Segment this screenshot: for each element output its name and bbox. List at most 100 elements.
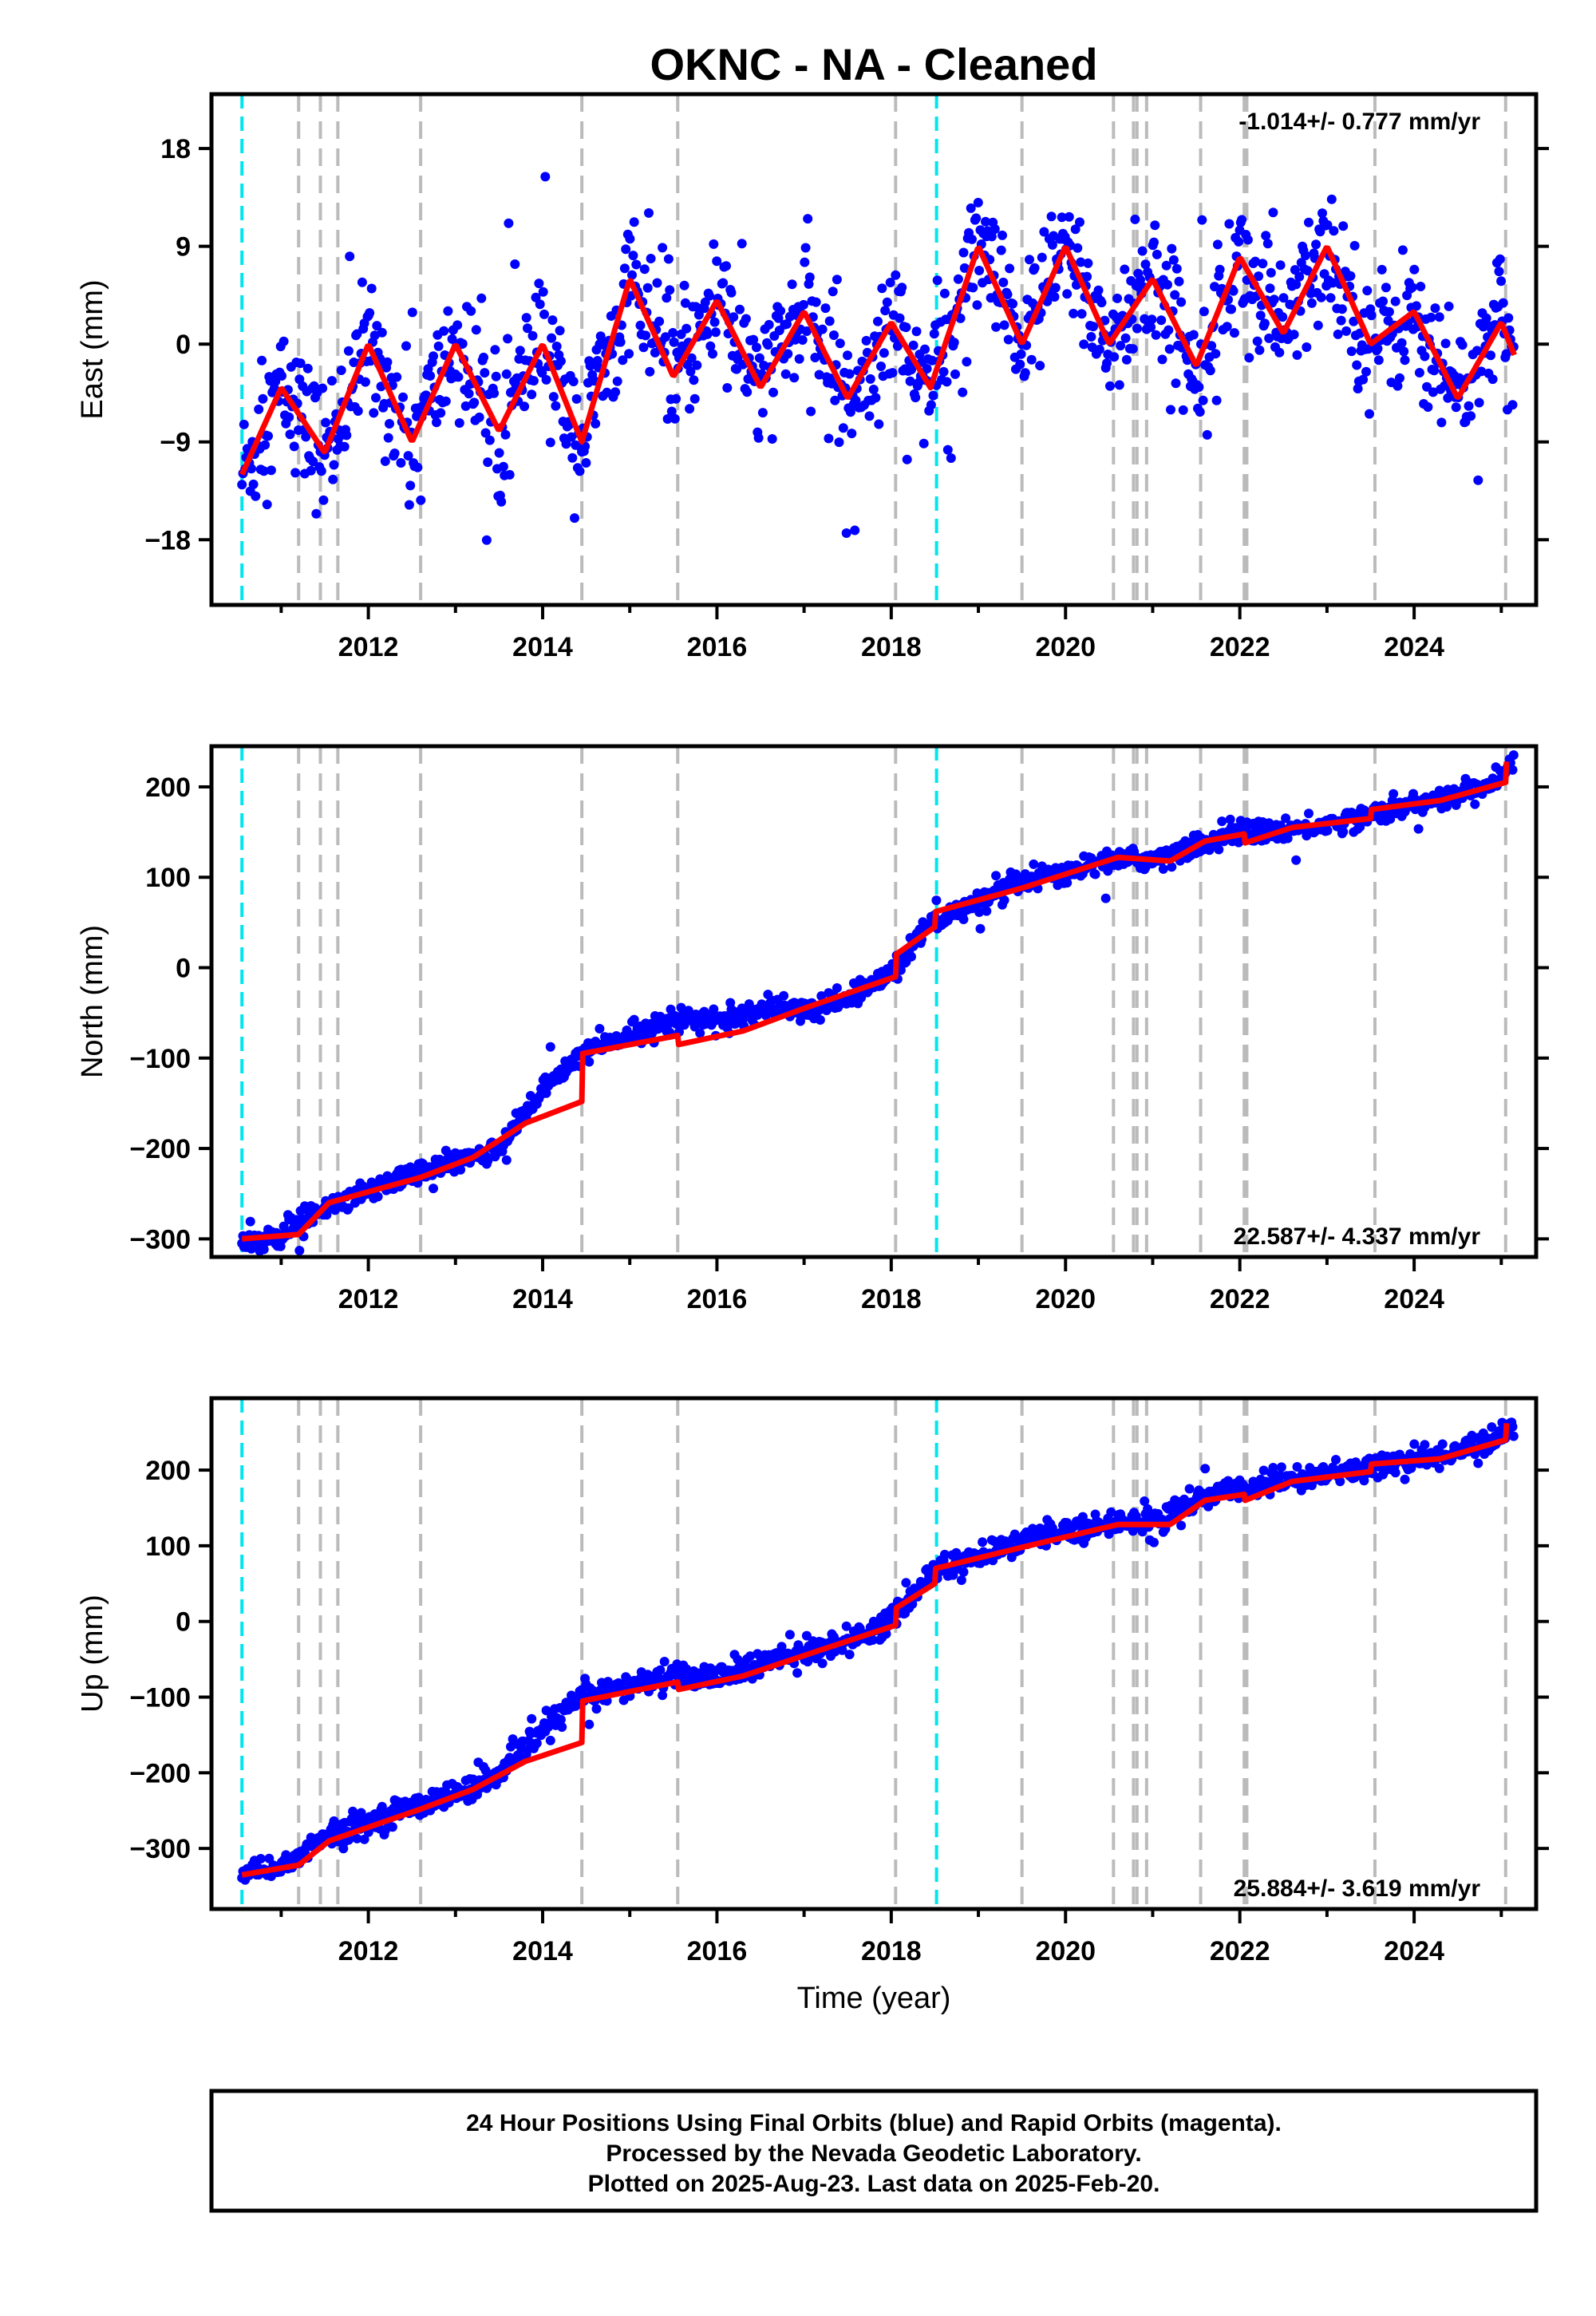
data-point (248, 479, 259, 489)
x-tick-label: 2018 (861, 1936, 922, 1966)
footer-line-3: Plotted on 2025-Aug-23. Last data on 202… (588, 2171, 1160, 2197)
up-panel: −300 −200 −100 0 100 200 2012 2014 2016 2018 2020 2… (76, 1396, 1549, 2015)
data-point (1109, 352, 1120, 362)
data-point (591, 1704, 602, 1714)
data-point (744, 999, 754, 1010)
data-point (369, 408, 379, 418)
data-point (1214, 844, 1224, 855)
data-point (1161, 260, 1171, 271)
data-point (627, 270, 637, 280)
data-point (1329, 226, 1339, 236)
data-point (581, 458, 591, 468)
data-point (1163, 325, 1174, 335)
data-point (784, 1630, 795, 1640)
data-point (887, 368, 898, 378)
data-point (1086, 332, 1096, 342)
data-point (757, 408, 768, 418)
data-point (295, 358, 306, 369)
data-point (1252, 336, 1262, 346)
data-point (958, 387, 968, 397)
y-tick-label: −300 (129, 1834, 191, 1864)
data-point (850, 525, 860, 536)
data-point (380, 456, 390, 466)
data-point (1359, 1476, 1369, 1486)
data-point (1473, 1458, 1483, 1468)
data-point (407, 307, 417, 318)
data-point (1291, 855, 1302, 865)
y-tick-label: 18 (160, 134, 191, 164)
data-point (929, 329, 939, 339)
data-point (680, 298, 690, 308)
x-tick-label: 2022 (1210, 632, 1270, 662)
data-point (1207, 341, 1217, 351)
data-point (1112, 293, 1123, 303)
data-point (1341, 326, 1352, 336)
data-point (1487, 1422, 1497, 1433)
data-point (776, 306, 786, 316)
data-points (237, 1417, 1519, 1885)
y-tick-label: 200 (145, 1456, 191, 1486)
data-point (1444, 301, 1454, 311)
data-point (1200, 1464, 1211, 1474)
data-point (962, 357, 972, 367)
data-point (432, 417, 441, 428)
data-point (257, 355, 267, 366)
data-point (768, 387, 778, 397)
data-point (1211, 395, 1222, 405)
data-point (369, 330, 380, 341)
data-point (832, 275, 842, 285)
data-point (1146, 322, 1156, 332)
data-point (460, 401, 471, 411)
data-point (767, 434, 777, 444)
data-point (871, 393, 881, 403)
data-point (1037, 252, 1047, 263)
data-point (971, 213, 982, 223)
data-point (783, 349, 793, 359)
data-point (396, 458, 406, 468)
data-point (429, 351, 438, 362)
data-point (1274, 347, 1285, 358)
data-point (745, 1651, 756, 1662)
data-point (392, 372, 402, 382)
data-point (366, 283, 377, 294)
data-point (359, 1834, 369, 1844)
data-point (1269, 294, 1279, 305)
data-point (466, 306, 476, 316)
data-point (501, 369, 512, 379)
data-point (1234, 236, 1244, 247)
data-point (1326, 194, 1337, 204)
data-point (289, 441, 299, 452)
data-point (955, 313, 966, 323)
data-point (1420, 1440, 1430, 1450)
y-tick-label: −9 (160, 428, 191, 458)
data-point (1212, 239, 1223, 250)
data-point (567, 453, 578, 463)
data-point (1389, 788, 1399, 799)
data-point (266, 465, 276, 476)
data-point (1211, 349, 1221, 359)
data-point (709, 317, 720, 327)
data-point (764, 319, 774, 330)
x-tick-label: 2012 (338, 632, 399, 662)
data-point (742, 387, 753, 397)
data-point (1498, 298, 1508, 308)
y-tick-label: 9 (176, 232, 191, 263)
data-point (294, 1246, 305, 1255)
data-point (389, 449, 400, 458)
data-point (1223, 1476, 1233, 1486)
y-tick-label: −300 (129, 1224, 191, 1255)
data-point (527, 330, 538, 341)
data-point (1411, 301, 1421, 311)
data-point (1255, 310, 1266, 321)
data-point (841, 1621, 851, 1631)
footer-box: 24 Hour Positions Using Final Orbits (bl… (209, 2089, 1539, 2213)
data-point (1345, 271, 1356, 281)
data-point (752, 342, 761, 353)
data-point (763, 340, 773, 350)
y-axis-label: North (mm) (76, 925, 109, 1078)
data-point (1346, 346, 1357, 357)
data-point (555, 356, 566, 366)
data-point (343, 346, 354, 356)
data-point (1096, 298, 1107, 308)
data-point (1373, 343, 1383, 354)
